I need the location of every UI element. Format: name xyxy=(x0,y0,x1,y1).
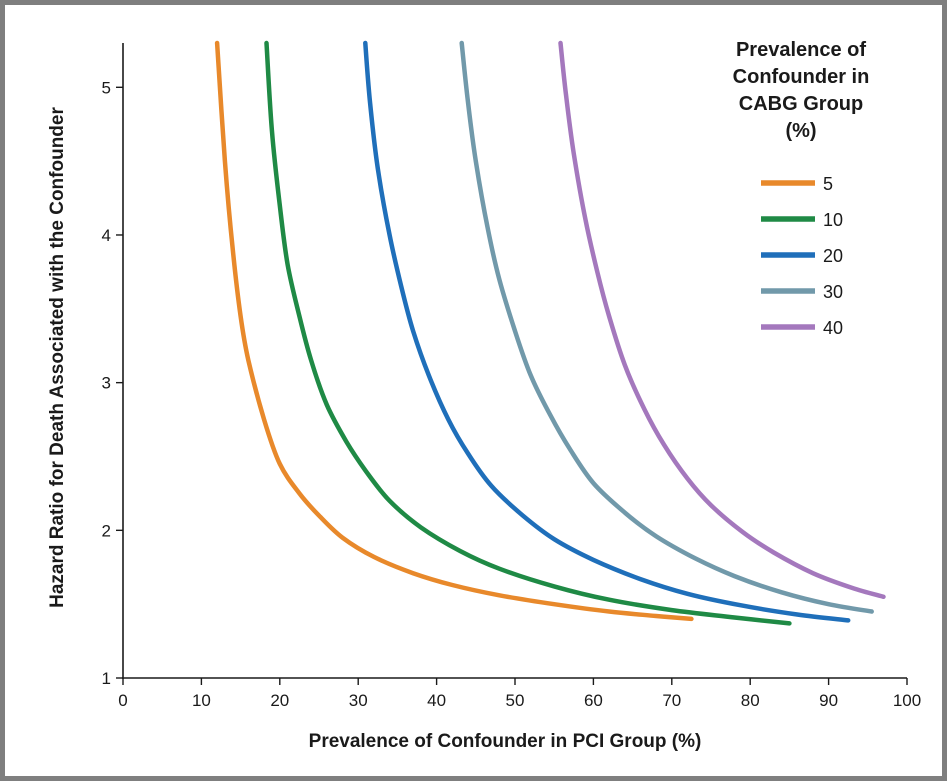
legend-title-line: Confounder in xyxy=(733,66,870,88)
x-tick-label: 80 xyxy=(741,691,760,710)
legend-title-line: (%) xyxy=(785,120,816,142)
series-line-20 xyxy=(363,40,851,623)
legend-label-20: 20 xyxy=(823,246,843,266)
legend-label-10: 10 xyxy=(823,210,843,230)
hazard-ratio-chart: 0 10 20 30 40 50 60 70 80 90 100 1 2 3 4 5 Prevalence o… xyxy=(47,39,921,752)
series-line-40 xyxy=(558,40,886,600)
x-tick-label: 100 xyxy=(893,691,921,710)
axes: 0 10 20 30 40 50 60 70 80 90 100 1 2 3 4 5 xyxy=(102,43,921,710)
y-tick-label: 2 xyxy=(102,521,111,540)
y-tick-label: 5 xyxy=(102,78,111,97)
x-tick-label: 60 xyxy=(584,691,603,710)
x-tick-label: 90 xyxy=(819,691,838,710)
series-line-5 xyxy=(214,40,694,622)
series-line-30 xyxy=(459,40,874,614)
y-axis-title: Hazard Ratio for Death Associated with t… xyxy=(47,107,68,608)
series-layer xyxy=(214,40,886,626)
x-axis-title: Prevalence of Confounder in PCI Group (%… xyxy=(309,731,702,752)
legend-title-line: Prevalence of xyxy=(736,39,866,61)
x-tick-label: 50 xyxy=(506,691,525,710)
legend-label-5: 5 xyxy=(823,174,833,194)
x-tick-label: 20 xyxy=(270,691,289,710)
legend-label-30: 30 xyxy=(823,282,843,302)
series-line-10 xyxy=(264,40,792,626)
y-tick-label: 1 xyxy=(102,669,111,688)
legend-label-40: 40 xyxy=(823,318,843,338)
x-tick-label: 30 xyxy=(349,691,368,710)
x-tick-label: 40 xyxy=(427,691,446,710)
x-tick-label: 0 xyxy=(118,691,127,710)
x-tick-label: 70 xyxy=(662,691,681,710)
y-tick-label: 4 xyxy=(102,226,111,245)
x-tick-label: 10 xyxy=(192,691,211,710)
y-tick-label: 3 xyxy=(102,374,111,393)
legend-title-line: CABG Group xyxy=(739,93,863,115)
legend: Prevalence of Confounder in CABG Group (%) 5… xyxy=(733,39,870,338)
